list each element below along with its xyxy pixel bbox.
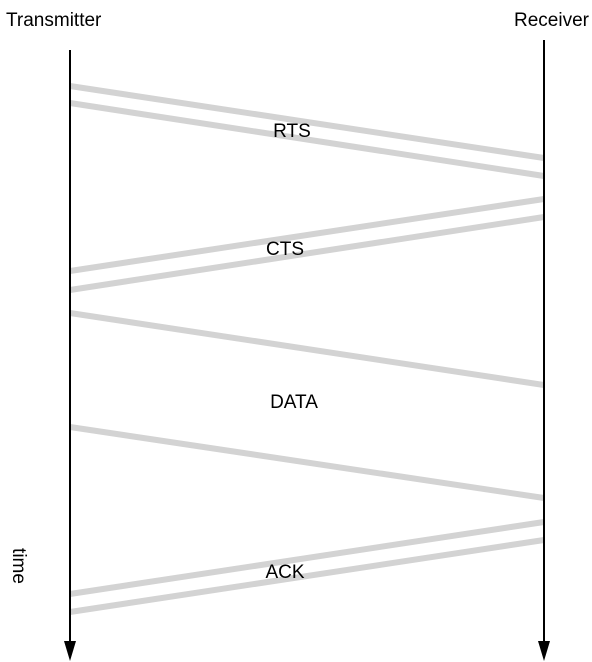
receiver-arrowhead-icon xyxy=(538,641,550,661)
transmitter-lifeline xyxy=(64,50,76,661)
data-band-start xyxy=(69,310,545,388)
rts-label: RTS xyxy=(273,121,311,142)
cts-label: CTS xyxy=(266,239,304,260)
transmitter-label: Transmitter xyxy=(6,10,102,31)
message-ack: ACK xyxy=(69,519,545,615)
cts-band-trailing xyxy=(69,214,545,293)
data-label: DATA xyxy=(270,392,318,413)
receiver-lifeline xyxy=(538,40,550,661)
rts-band-trailing xyxy=(69,100,545,179)
ack-band-trailing xyxy=(69,537,545,615)
receiver-label: Receiver xyxy=(514,10,590,31)
rts-band-leading xyxy=(69,83,545,161)
ack-label: ACK xyxy=(265,562,304,583)
message-rts: RTS xyxy=(69,83,545,179)
time-label: time xyxy=(8,548,29,584)
transmitter-arrowhead-icon xyxy=(64,641,76,661)
message-cts: CTS xyxy=(69,196,545,293)
cts-band-leading xyxy=(69,196,545,274)
ack-band-leading xyxy=(69,519,545,597)
data-band-end xyxy=(69,424,545,501)
message-data: DATA xyxy=(69,310,545,501)
